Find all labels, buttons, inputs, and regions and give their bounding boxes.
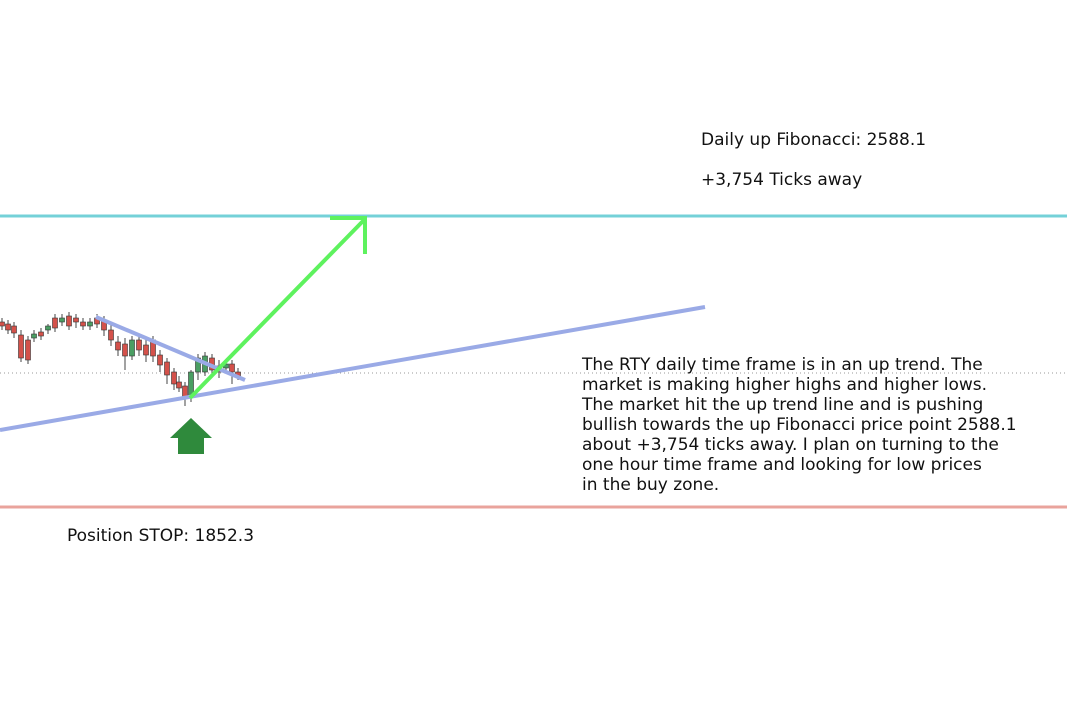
analysis-line: one hour time frame and looking for low … [582, 455, 982, 475]
candle-body [38, 331, 44, 337]
candle-body [143, 344, 149, 356]
candle-body [0, 321, 5, 327]
candle-body [59, 317, 65, 323]
target-arrow-head [330, 216, 367, 254]
candle-body [157, 354, 163, 366]
candle-body [115, 341, 121, 351]
candle-body [18, 334, 24, 359]
analysis-line: The market hit the up trend line and is … [581, 395, 983, 415]
candle-body [52, 317, 58, 329]
candle-body [80, 321, 86, 327]
ticks-away: +3,754 Ticks away [701, 170, 862, 190]
buy-arrow [170, 418, 212, 454]
candle-body [229, 363, 235, 373]
candle-body [25, 339, 31, 361]
analysis-line: about +3,754 ticks away. I plan on turni… [582, 435, 999, 455]
candle-body [171, 371, 177, 385]
candle-body [136, 339, 142, 351]
analysis-line: bullish towards the up Fibonacci price p… [582, 415, 1017, 435]
fibonacci-label: Daily up Fibonacci: 2588.1 [701, 130, 926, 150]
candle-body [108, 329, 114, 341]
analysis-line: in the buy zone. [582, 475, 719, 495]
target-arrow [188, 217, 367, 400]
uptrend-line [0, 305, 706, 432]
candle-body [122, 343, 128, 357]
candle-body [11, 325, 17, 334]
candle-body [73, 317, 79, 323]
candle-body [129, 339, 135, 357]
analysis-line: market is making higher highs and higher… [582, 375, 987, 395]
candle-body [5, 323, 11, 331]
stop-label: Position STOP: 1852.3 [67, 526, 254, 546]
candles [0, 312, 241, 406]
candle-body [164, 361, 170, 376]
analysis-text: The RTY daily time frame is in an up tre… [581, 355, 1017, 495]
analysis-line: The RTY daily time frame is in an up tre… [581, 355, 983, 375]
candle-body [87, 321, 93, 327]
candle-body [176, 381, 182, 389]
candle-body [31, 333, 37, 339]
candle-body [66, 315, 72, 327]
candle-body [45, 325, 51, 331]
